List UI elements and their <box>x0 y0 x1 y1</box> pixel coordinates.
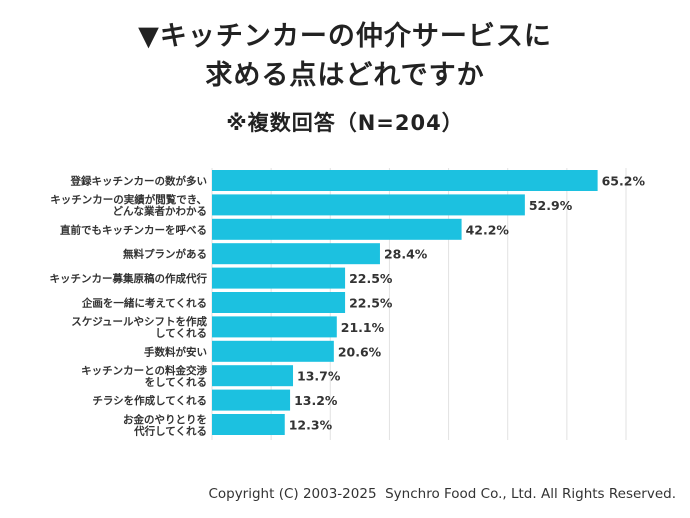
category-label: キッチンカーの実績が閲覧でき、 <box>50 193 207 206</box>
category-label: 企画を一緒に考えてくれる <box>81 297 207 310</box>
bar <box>212 218 462 240</box>
bar <box>212 365 294 387</box>
data-label: 42.2% <box>466 222 510 237</box>
category-label: チラシを作成してくれる <box>92 394 207 407</box>
category-label: キッチンカー募集原稿の作成代行 <box>50 272 208 285</box>
bar <box>212 267 346 289</box>
bar <box>212 340 334 362</box>
bar <box>212 194 525 216</box>
data-label: 22.5% <box>349 271 393 286</box>
category-label: をしてくれる <box>145 376 207 388</box>
data-label: 13.2% <box>294 393 338 408</box>
category-label: 代行してくれる <box>133 424 207 437</box>
data-label: 21.1% <box>341 320 385 335</box>
bar <box>212 316 337 338</box>
chart-title-line-1: ▼キッチンカーの仲介サービスに <box>138 21 552 52</box>
copyright-footer: Copyright (C) 2003-2025 Synchro Food Co.… <box>208 486 676 502</box>
chart-title-line-2: 求める点はどれですか <box>205 60 485 91</box>
category-label: 直前でもキッチンカーを呼べる <box>60 223 207 236</box>
category-label: 無料プランがある <box>123 248 207 261</box>
category-label: どんな業者かわかる <box>113 205 208 218</box>
data-label: 20.6% <box>338 344 382 359</box>
data-label: 52.9% <box>529 198 573 213</box>
bar <box>212 414 285 435</box>
category-label: 手数料が安い <box>144 345 207 358</box>
bar-chart: 65.2% 登録キッチンカーの数が多い 52.9% キッチンカーの実績が閲覧でき、どん… <box>50 168 646 440</box>
category-label: お金のやりとりを <box>123 413 207 426</box>
bar <box>212 389 291 411</box>
bar <box>212 292 346 313</box>
category-label: スケジュールやシフトを作成 <box>71 315 207 328</box>
data-label: 65.2% <box>602 174 646 189</box>
category-label: してくれる <box>155 328 207 340</box>
data-label: 13.7% <box>297 369 341 384</box>
data-label: 12.3% <box>289 418 333 433</box>
data-label: 22.5% <box>349 296 393 311</box>
data-label: 28.4% <box>384 247 428 262</box>
bar <box>212 243 380 265</box>
category-label: キッチンカーとの料金交渉 <box>81 364 207 377</box>
chart-subtitle: ※複数回答（N=204） <box>226 111 464 135</box>
bar <box>212 170 598 191</box>
category-label: 登録キッチンカーの数が多い <box>70 175 208 188</box>
